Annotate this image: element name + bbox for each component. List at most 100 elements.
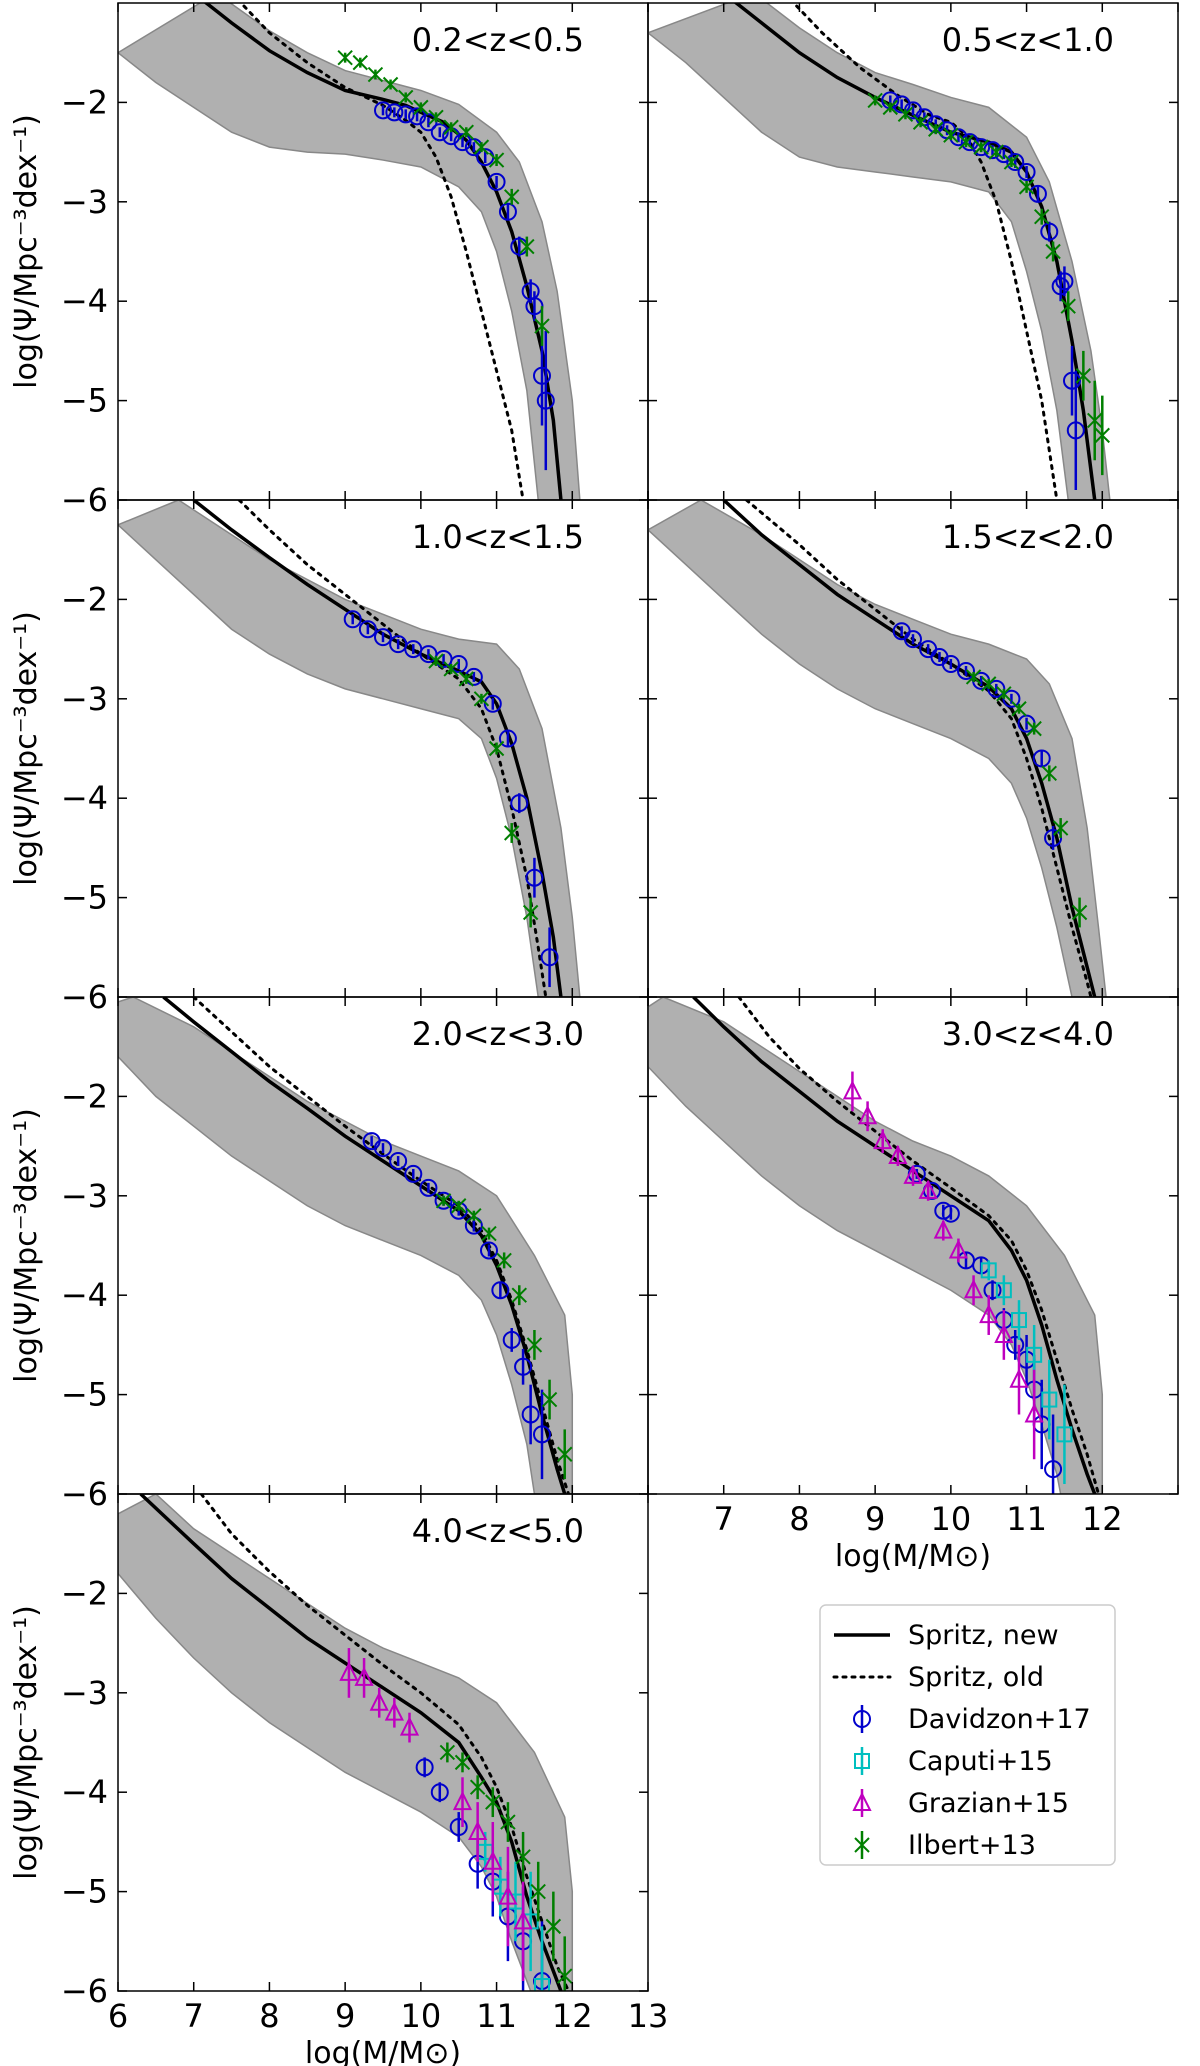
panel-4-0-z-5-0-series-ilbert-13 xyxy=(439,1742,573,1991)
panel-1-5-z-2-0: 1.5<z<2.0 xyxy=(647,499,1179,998)
panel-1-5-z-2-0-davidzon-17-point-10 xyxy=(1032,749,1051,768)
panel-2-0-z-3-0-ilbert-13-point-2 xyxy=(466,1207,482,1224)
panel-0-2-z-0-5-ilbert-13-point-7 xyxy=(443,119,459,135)
panel-3-0-z-4-0-label: 3.0<z<4.0 xyxy=(942,1015,1114,1053)
panel-0-2-z-0-5-ilbert-13-point-9 xyxy=(473,139,490,155)
panel-4-0-z-5-0-frame xyxy=(117,1493,649,1992)
panel-1-0-z-1-5: 1.0<z<1.5 −6 −5 −4 −3 −2 log(Ψ/Mpc⁻³dex⁻¹) xyxy=(9,499,649,1016)
panel-1-5-z-2-0-davidzon-17-point-5 xyxy=(957,661,975,680)
panel-2-0-z-3-0-ytick-label: −3 xyxy=(61,1177,108,1215)
panel-4-0-z-5-0-series-grazian-15 xyxy=(339,1648,533,1982)
panel-4-0-z-5-0-ytick-label: −5 xyxy=(61,1873,108,1911)
panel-1-0-z-1-5-label: 1.0<z<1.5 xyxy=(412,518,584,556)
panel-1-5-z-2-0-plot-area xyxy=(648,500,1107,997)
panel-1-5-z-2-0-ilbert-13-point-5 xyxy=(1041,765,1057,782)
panel-3-0-z-4-0-spritz-old-line xyxy=(737,997,1100,1494)
panel-0-5-z-1-0-davidzon-17-point-18 xyxy=(1066,421,1085,440)
panel-4-0-z-5-0-grazian-15-point-2 xyxy=(369,1691,389,1711)
panel-1-0-z-1-5-davidzon-17-point-9 xyxy=(483,694,502,713)
panel-0-2-z-0-5-uncertainty-band xyxy=(118,3,581,500)
panel-4-0-z-5-0-xtick-label: 10 xyxy=(400,1997,441,2035)
panel-1-0-z-1-5-spritz-new-line xyxy=(192,500,563,997)
panel-3-0-z-4-0-grazian-15-point-9 xyxy=(979,1303,999,1324)
panel-0-2-z-0-5-davidzon-17-point-3 xyxy=(408,107,427,126)
panel-2-0-z-3-0-label: 2.0<z<3.0 xyxy=(412,1015,584,1053)
panel-4-0-z-5-0-xtick-label: 7 xyxy=(184,1997,204,2035)
panel-0-5-z-1-0-ilbert-13-point-16 xyxy=(1094,427,1110,444)
legend-swatch-marker xyxy=(854,1837,870,1853)
panel-0-5-z-1-0-ilbert-13-point-6 xyxy=(958,134,974,150)
panel-1-5-z-2-0-series-davidzon-17 xyxy=(892,622,1063,850)
panel-0-5-z-1-0-davidzon-17-point-14 xyxy=(1040,222,1059,241)
panel-1-0-z-1-5-ilbert-13-point-2 xyxy=(458,671,474,687)
panel-0-5-z-1-0-ilbert-13-point-8 xyxy=(988,144,1004,160)
panel-3-0-z-4-0-grazian-15-point-4 xyxy=(903,1164,923,1184)
legend: Spritz, new Spritz, old Davidzon+17 Caputi+… xyxy=(819,1604,1116,1866)
panel-1-5-z-2-0-label: 1.5<z<2.0 xyxy=(942,518,1114,556)
panel-0-2-z-0-5-davidzon-17-point-7 xyxy=(453,133,472,152)
panel-0-5-z-1-0-ilbert-13-point-1 xyxy=(882,99,898,116)
panel-1-0-z-1-5-davidzon-17-point-1 xyxy=(358,620,377,639)
panel-3-0-z-4-0-xtick-label: 8 xyxy=(789,1500,809,1538)
panel-4-0-z-5-0-grazian-15-point-7 xyxy=(483,1850,503,1870)
legend-label: Caputi+15 xyxy=(908,1746,1053,1777)
panel-4-0-z-5-0-ytick-label: −4 xyxy=(61,1773,108,1811)
legend-label: Davidzon+17 xyxy=(908,1704,1091,1735)
panel-4-0-z-5-0-grazian-15-point-3 xyxy=(384,1701,404,1721)
panel-2-0-z-3-0-plot-area xyxy=(118,997,574,1494)
panel-1-0-z-1-5-davidzon-17-point-0 xyxy=(343,610,362,629)
panel-4-0-z-5-0: 4.0<z<5.0 −6 −5 −4 −3 −2 log(Ψ/Mpc⁻³dex⁻¹) 6 7 8 9… xyxy=(9,1493,668,2066)
legend-entry-ilbert-13: Ilbert+13 xyxy=(854,1830,1036,1861)
panel-2-0-z-3-0-series-ilbert-13 xyxy=(435,1193,573,1480)
panel-0-5-z-1-0-ilbert-13-point-13 xyxy=(1060,298,1076,314)
panel-3-0-z-4-0-caputi-15-point-5 xyxy=(1056,1426,1073,1443)
panel-0-2-z-0-5-ytick-label: −5 xyxy=(61,382,108,420)
panel-4-0-z-5-0-ylabel: log(Ψ/Mpc⁻³dex⁻¹) xyxy=(9,1605,44,1880)
panel-3-0-z-4-0-xtick-label: 7 xyxy=(714,1500,734,1538)
panel-3-0-z-4-0-caputi-15-point-2 xyxy=(1011,1312,1027,1329)
panel-4-0-z-5-0-davidzon-17-point-1 xyxy=(430,1783,449,1802)
panel-3-0-z-4-0-davidzon-17-point-6 xyxy=(983,1281,1002,1300)
panel-0-2-z-0-5-plot-area xyxy=(118,3,581,500)
panel-4-0-z-5-0-ilbert-13-point-6 xyxy=(530,1883,546,1900)
panel-1-0-z-1-5-uncertainty-band xyxy=(118,500,581,997)
panel-1-0-z-1-5-davidzon-17-point-12 xyxy=(525,868,544,887)
panel-2-0-z-3-0-davidzon-17-point-5 xyxy=(434,1191,453,1210)
panel-0-5-z-1-0-ilbert-13-point-14 xyxy=(1075,368,1092,384)
panel-3-0-z-4-0-grazian-15-point-6 xyxy=(933,1219,953,1239)
panel-0-5-z-1-0-label: 0.5<z<1.0 xyxy=(942,21,1114,59)
panel-4-0-z-5-0-grazian-15-point-6 xyxy=(468,1820,488,1840)
panel-0-5-z-1-0: 0.5<z<1.0 xyxy=(647,2,1179,501)
panel-2-0-z-3-0-davidzon-17-point-1 xyxy=(374,1139,392,1158)
panel-0-5-z-1-0-davidzon-17-point-8 xyxy=(972,138,991,157)
panel-0-2-z-0-5-ytick-label: −2 xyxy=(61,83,108,121)
panel-0-2-z-0-5-davidzon-17-point-1 xyxy=(385,103,404,122)
panel-4-0-z-5-0-uncertainty-band xyxy=(118,1494,574,1991)
panel-4-0-z-5-0-davidzon-17-point-2 xyxy=(449,1817,468,1836)
panel-1-5-z-2-0-ilbert-13-point-1 xyxy=(981,676,997,692)
panel-0-2-z-0-5-ylabel: log(Ψ/Mpc⁻³dex⁻¹) xyxy=(9,114,44,389)
panel-0-2-z-0-5-ilbert-13-point-8 xyxy=(458,124,474,140)
panel-2-0-z-3-0-davidzon-17-point-2 xyxy=(389,1152,408,1171)
panel-0-5-z-1-0-ilbert-13-point-4 xyxy=(928,121,944,137)
panel-0-5-z-1-0-davidzon-17-point-7 xyxy=(960,133,979,152)
panel-2-0-z-3-0-ilbert-13-point-3 xyxy=(481,1225,497,1242)
panel-1-5-z-2-0-davidzon-17-point-4 xyxy=(941,655,960,674)
panel-0-2-z-0-5-ilbert-13-point-12 xyxy=(519,238,535,255)
panel-0-5-z-1-0-ilbert-13-point-3 xyxy=(912,114,929,130)
panel-3-0-z-4-0-xtick-label: 12 xyxy=(1082,1500,1123,1538)
panel-1-0-z-1-5-ytick-label: −5 xyxy=(61,879,108,917)
panel-4-0-z-5-0-ytick-label: −6 xyxy=(61,1972,108,2010)
panel-1-0-z-1-5-davidzon-17-point-2 xyxy=(374,628,392,647)
panel-2-0-z-3-0-davidzon-17-point-13 xyxy=(533,1425,551,1444)
panel-3-0-z-4-0-grazian-15-point-7 xyxy=(948,1239,969,1259)
panel-0-5-z-1-0-davidzon-17-point-17 xyxy=(1063,371,1081,390)
panel-4-0-z-5-0-ilbert-13-point-3 xyxy=(485,1794,501,1810)
panel-0-5-z-1-0-ilbert-13-point-5 xyxy=(943,127,959,143)
panel-4-0-z-5-0-xtick-label: 12 xyxy=(552,1997,593,2035)
panel-3-0-z-4-0-xtick-label: 11 xyxy=(1006,1500,1047,1538)
panel-3-0-z-4-0-grazian-15-point-0 xyxy=(842,1080,863,1100)
panel-0-5-z-1-0-davidzon-17-point-12 xyxy=(1017,162,1036,181)
panel-3-0-z-4-0-caputi-15-point-3 xyxy=(1026,1346,1043,1363)
